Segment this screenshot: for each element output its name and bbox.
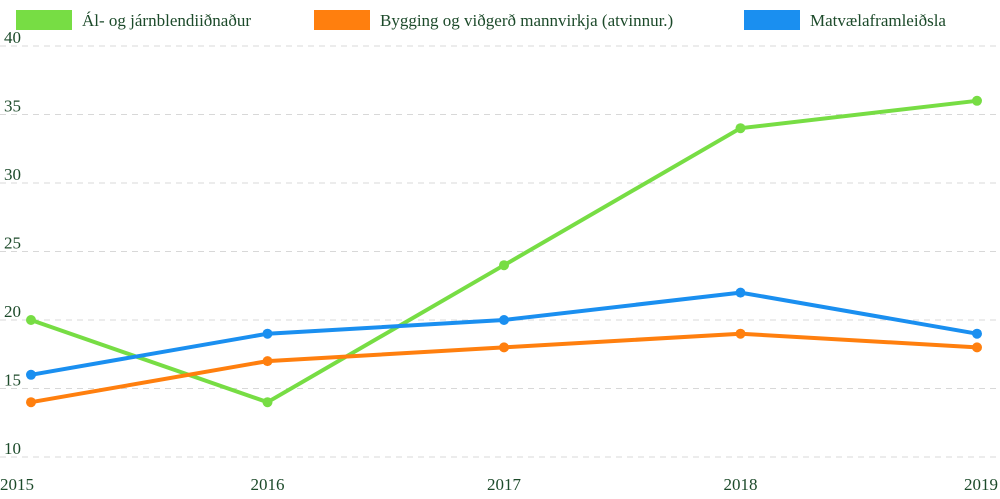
gridlines <box>0 45 1000 458</box>
legend-swatch <box>744 10 800 30</box>
data-point[interactable] <box>735 287 746 298</box>
data-point[interactable] <box>262 356 273 367</box>
y-tick-label: 20 <box>4 302 21 321</box>
x-axis-tick-labels: 2015 2016 2017 2018 2019 <box>0 475 998 494</box>
data-point[interactable] <box>735 123 746 134</box>
series-lines <box>26 95 982 408</box>
data-point[interactable] <box>26 397 36 408</box>
legend-label: Matvælaframleiðsla <box>810 11 946 30</box>
y-tick-label: 35 <box>4 97 21 116</box>
data-point[interactable] <box>262 328 273 339</box>
x-tick-label: 2019 <box>964 475 998 494</box>
data-point[interactable] <box>262 397 273 408</box>
x-tick-label: 2016 <box>251 475 285 494</box>
legend-item-0[interactable]: Ál- og járnblendiiðnaður <box>16 10 251 30</box>
data-point[interactable] <box>499 315 509 325</box>
data-point[interactable] <box>972 95 982 106</box>
x-tick-label: 2015 <box>0 475 34 494</box>
data-point[interactable] <box>499 260 509 271</box>
data-point[interactable] <box>972 328 982 339</box>
y-axis-tick-labels: 10 15 20 25 30 35 40 <box>4 28 21 458</box>
legend: Ál- og járnblendiiðnaður Bygging og viðge… <box>16 10 946 30</box>
y-tick-label: 15 <box>4 371 21 390</box>
data-point[interactable] <box>26 315 36 325</box>
series-line-2 <box>29 290 979 377</box>
data-point[interactable] <box>972 342 982 353</box>
y-tick-label: 25 <box>4 234 21 253</box>
legend-swatch <box>16 10 72 30</box>
y-tick-label: 40 <box>4 28 21 47</box>
series-line-0 <box>29 98 979 405</box>
y-tick-label: 10 <box>4 439 21 458</box>
legend-swatch <box>314 10 370 30</box>
x-tick-label: 2018 <box>724 475 758 494</box>
data-point[interactable] <box>499 342 509 353</box>
legend-item-2[interactable]: Matvælaframleiðsla <box>744 10 946 30</box>
legend-label: Ál- og járnblendiiðnaður <box>82 11 251 30</box>
legend-label: Bygging og viðgerð mannvirkja (atvinnur.… <box>380 11 673 30</box>
legend-item-1[interactable]: Bygging og viðgerð mannvirkja (atvinnur.… <box>314 10 673 30</box>
x-tick-label: 2017 <box>487 475 522 494</box>
data-point[interactable] <box>26 369 36 380</box>
data-point[interactable] <box>735 328 746 339</box>
y-tick-label: 30 <box>4 165 21 184</box>
